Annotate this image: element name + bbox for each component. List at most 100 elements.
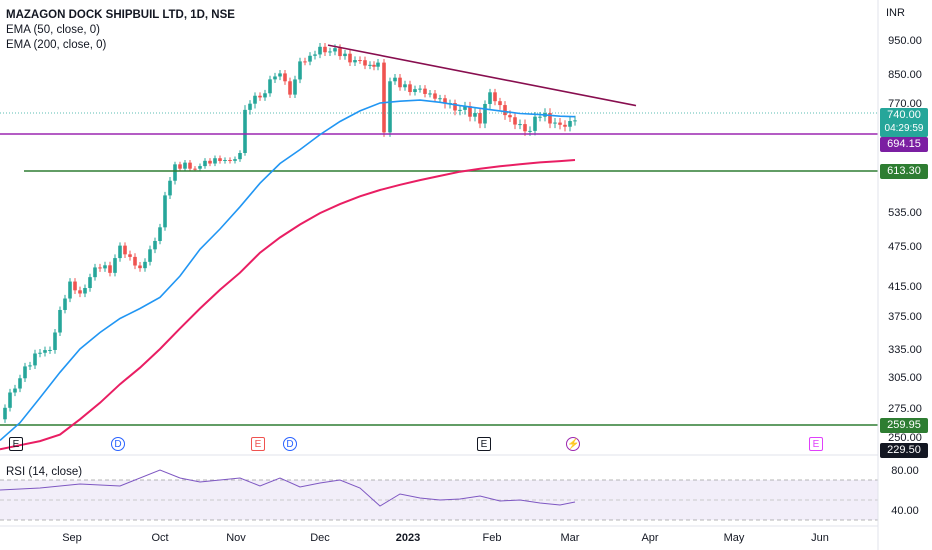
x-axis-label: Sep (62, 532, 82, 544)
candle-body (548, 113, 552, 124)
candle-body (38, 352, 42, 354)
candle-body (168, 180, 172, 196)
candle-body (108, 265, 112, 273)
candle-body (98, 267, 102, 269)
candle-body (318, 46, 322, 55)
currency-label: INR (886, 7, 905, 19)
event-marker[interactable]: E (809, 437, 823, 451)
candle-body (58, 309, 62, 333)
candle-body (23, 366, 27, 379)
candle-body (218, 158, 222, 161)
candle-body (113, 258, 117, 273)
candle-body (363, 60, 367, 66)
x-axis-label: Apr (641, 532, 658, 544)
candle-body (513, 117, 517, 125)
y-axis-label: 375.00 (888, 311, 922, 323)
x-axis-label: May (724, 532, 745, 544)
candle-body (428, 93, 432, 95)
candle-body (338, 48, 342, 57)
candle-body (243, 109, 247, 153)
event-marker[interactable]: E (9, 437, 23, 451)
candle-body (508, 115, 512, 118)
y-axis-label: 770.00 (888, 98, 922, 110)
event-marker[interactable]: D (111, 437, 125, 451)
candle-body (293, 79, 297, 95)
candle-body (333, 48, 337, 52)
candle-body (18, 378, 22, 389)
candle-body (478, 113, 482, 124)
candle-body (343, 53, 347, 57)
candle-body (93, 267, 97, 278)
candle-body (433, 93, 437, 99)
candle-body (408, 84, 412, 93)
candle-body (128, 254, 132, 257)
x-axis-label: Mar (561, 532, 580, 544)
candle-body (283, 73, 287, 82)
candle-body (233, 159, 237, 161)
candle-body (13, 388, 17, 393)
candle-body (376, 62, 380, 67)
event-marker[interactable]: E (477, 437, 491, 451)
x-axis-label: Dec (310, 532, 330, 544)
candle-body (372, 64, 376, 67)
candle-body (178, 164, 182, 169)
candle-body (48, 349, 52, 351)
candle-body (358, 60, 362, 62)
candle-body (382, 62, 386, 133)
event-marker[interactable]: ⚡ (566, 437, 580, 451)
candle-body (353, 60, 357, 63)
y-axis-label: 535.00 (888, 207, 922, 219)
candle-body (563, 124, 567, 127)
candle-body (423, 88, 427, 94)
candle-body (403, 84, 407, 88)
candle-body (268, 79, 272, 94)
trendline (327, 44, 637, 107)
y-axis-label: 950.00 (888, 35, 922, 47)
event-marker[interactable]: E (251, 437, 265, 451)
candle-body (8, 392, 12, 408)
candle-body (443, 98, 447, 104)
candle-body (253, 95, 257, 104)
candle-body (558, 122, 562, 125)
candle-body (203, 160, 207, 167)
candle-body (538, 116, 542, 118)
last-price: 740.00 (887, 109, 921, 121)
candle-body (258, 95, 262, 98)
candle-body (103, 265, 107, 269)
candle-body (263, 93, 267, 98)
candle-body (173, 164, 177, 181)
rsi-axis-label: 40.00 (891, 505, 919, 517)
candle-body (193, 168, 197, 170)
ema50-line (0, 99, 576, 441)
candle-body (368, 64, 372, 66)
ema200-legend: EMA (200, close, 0) (6, 39, 107, 51)
y-axis-label: 250.00 (888, 432, 922, 444)
event-marker[interactable]: D (283, 437, 297, 451)
candle-body (573, 120, 577, 122)
candle-body (208, 160, 212, 164)
x-axis-label: Feb (483, 532, 502, 544)
candle-body (83, 287, 87, 294)
candle-body (503, 105, 507, 116)
candle-body (398, 77, 402, 88)
candle-body (308, 55, 312, 62)
candle-body (288, 81, 292, 95)
candle-body (158, 227, 162, 241)
candle-body (138, 265, 142, 269)
chart-legend: MAZAGON DOCK SHIPBUIL LTD, 1D, NSE EMA (… (6, 8, 235, 53)
x-axis-label: Oct (151, 532, 168, 544)
candle-body (298, 61, 302, 80)
candle-body (393, 77, 397, 82)
bar-countdown: 04:29:59 (884, 123, 924, 134)
candle-body (418, 88, 422, 90)
candle-body (388, 81, 392, 133)
candle-body (568, 121, 572, 127)
candle-body (228, 160, 232, 162)
y-axis-label: 415.00 (888, 281, 922, 293)
candle-body (88, 277, 92, 288)
candle-body (133, 256, 137, 266)
candle-body (528, 130, 532, 132)
candle-body (533, 116, 537, 131)
candle-body (498, 101, 502, 106)
